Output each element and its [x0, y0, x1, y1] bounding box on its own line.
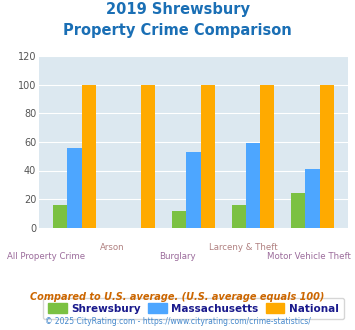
Text: Burglary: Burglary: [159, 252, 196, 261]
Text: Property Crime Comparison: Property Crime Comparison: [63, 23, 292, 38]
Text: Larceny & Theft: Larceny & Theft: [209, 243, 278, 251]
Bar: [246, 143, 260, 228]
Legend: Shrewsbury, Massachusetts, National: Shrewsbury, Massachusetts, National: [43, 298, 344, 319]
Bar: [260, 85, 274, 228]
Bar: [141, 85, 155, 228]
Bar: [172, 211, 186, 228]
Bar: [186, 152, 201, 228]
Bar: [67, 148, 82, 228]
Bar: [82, 85, 96, 228]
Bar: [231, 205, 246, 228]
Text: 2019 Shrewsbury: 2019 Shrewsbury: [105, 2, 250, 16]
Bar: [291, 193, 305, 228]
Text: All Property Crime: All Property Crime: [7, 252, 85, 261]
Bar: [53, 205, 67, 228]
Bar: [305, 169, 320, 228]
Bar: [320, 85, 334, 228]
Text: Compared to U.S. average. (U.S. average equals 100): Compared to U.S. average. (U.S. average …: [30, 292, 325, 302]
Text: © 2025 CityRating.com - https://www.cityrating.com/crime-statistics/: © 2025 CityRating.com - https://www.city…: [45, 317, 310, 326]
Text: Arson: Arson: [99, 243, 124, 251]
Bar: [201, 85, 215, 228]
Text: Motor Vehicle Theft: Motor Vehicle Theft: [267, 252, 351, 261]
